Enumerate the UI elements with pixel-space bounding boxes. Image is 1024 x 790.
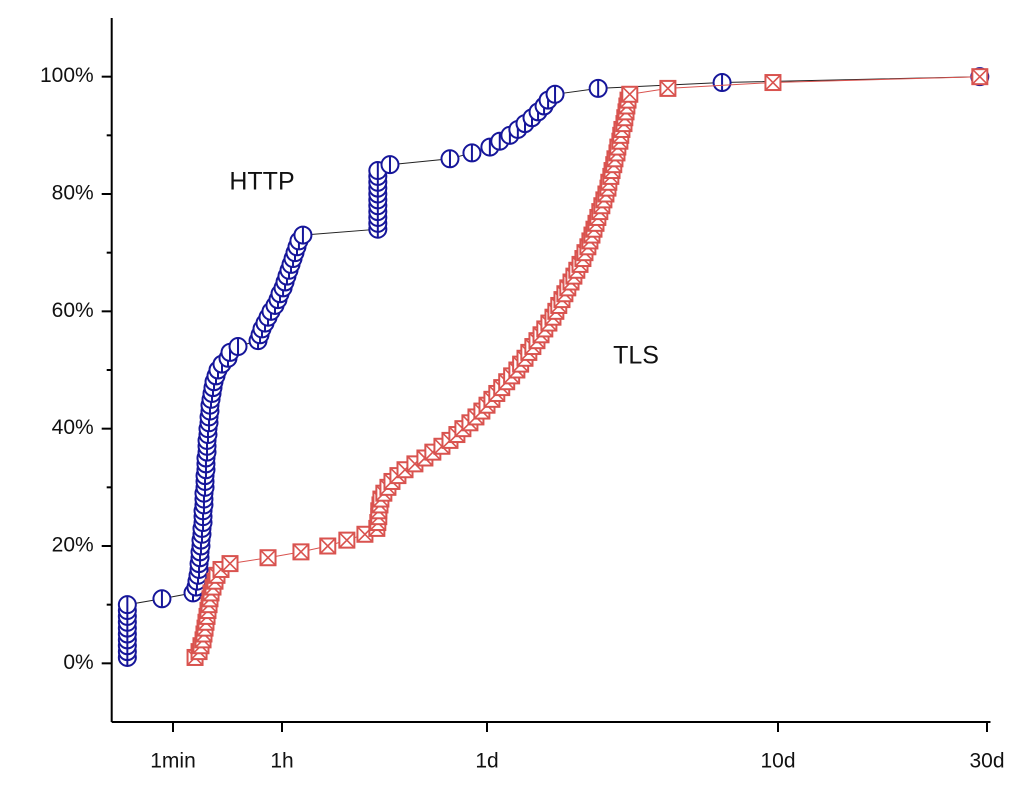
series-label: HTTP	[229, 168, 294, 196]
marker-cross	[971, 68, 988, 85]
series-label: TLS	[613, 342, 659, 370]
y-tick-label: 40%	[52, 416, 94, 439]
data-point	[117, 595, 137, 615]
data-point	[764, 74, 782, 92]
marker-cross	[319, 537, 336, 555]
data-point	[319, 537, 337, 555]
x-tick-label: 1h	[270, 750, 293, 773]
data-point	[406, 455, 424, 473]
y-tick-label: 0%	[63, 651, 93, 674]
data-point	[228, 337, 248, 357]
data-point	[259, 549, 277, 567]
marker-cross	[292, 543, 310, 560]
y-tick-label: 20%	[52, 534, 94, 557]
marker-cross	[221, 555, 239, 572]
x-tick-label: 1d	[475, 750, 498, 773]
data-point	[971, 68, 989, 86]
x-tick-label: 1min	[150, 750, 196, 773]
data-point	[659, 79, 677, 97]
series-line	[126, 76, 980, 658]
series-line	[194, 76, 980, 658]
y-tick-label: 60%	[52, 299, 94, 322]
data-point	[462, 143, 482, 163]
data-point	[380, 155, 400, 175]
data-point	[221, 555, 239, 573]
y-tick-label: 100%	[40, 64, 94, 87]
data-point	[712, 73, 732, 93]
marker-cross	[659, 80, 676, 97]
data-point	[545, 84, 565, 104]
x-tick-label: 30d	[969, 750, 1004, 773]
marker-cross	[338, 532, 355, 549]
y-tick-label: 80%	[52, 182, 94, 205]
data-point	[440, 149, 460, 169]
data-point	[292, 543, 310, 561]
data-point	[152, 589, 172, 609]
marker-cross	[764, 74, 782, 91]
marker-cross	[259, 549, 277, 566]
data-point	[338, 531, 356, 549]
data-point	[621, 85, 639, 103]
data-point	[588, 78, 608, 98]
x-tick-label: 10d	[760, 750, 795, 773]
data-point	[293, 225, 313, 245]
marker-cross	[621, 86, 638, 103]
